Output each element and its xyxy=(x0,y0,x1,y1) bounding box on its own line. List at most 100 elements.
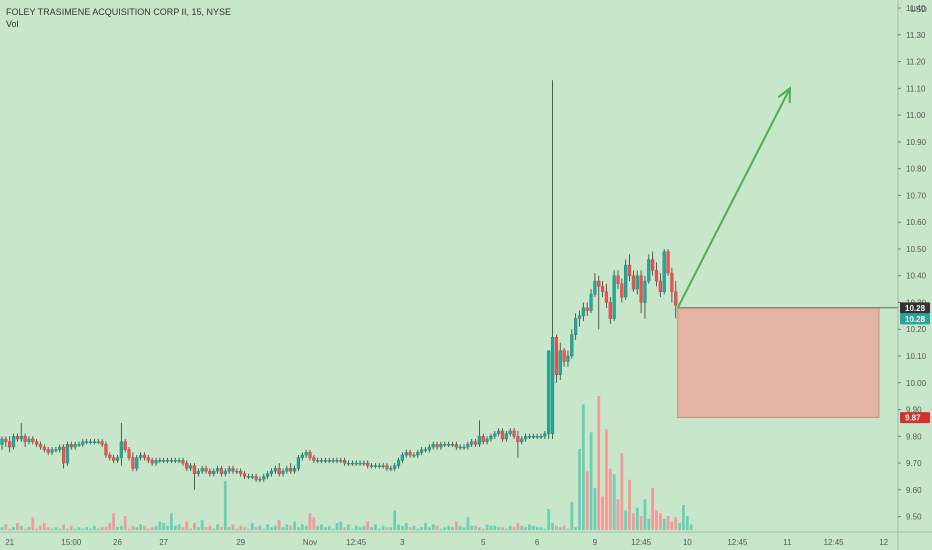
price-tick-label: 10.20 xyxy=(906,325,927,334)
candle-body xyxy=(31,438,35,442)
price-tick-label: 9.70 xyxy=(906,459,922,468)
volume-bar xyxy=(123,516,127,530)
volume-bar xyxy=(439,528,443,530)
volume-bar xyxy=(424,523,427,530)
candle-body xyxy=(250,476,254,478)
candle-body xyxy=(454,444,458,448)
volume-bar xyxy=(108,523,112,530)
volume-bar xyxy=(177,524,181,530)
volume-bar xyxy=(512,527,516,530)
volume-bar xyxy=(655,510,658,530)
candle-body xyxy=(27,438,31,442)
candle-body xyxy=(393,465,397,469)
candle-body xyxy=(481,436,485,442)
candle-body xyxy=(404,452,408,456)
volume-bar xyxy=(558,527,562,530)
candle-body xyxy=(574,318,578,335)
volume-bar xyxy=(204,527,208,530)
candle-body xyxy=(308,452,312,458)
volume-bar xyxy=(539,527,543,530)
candle-body xyxy=(296,457,301,469)
candle-body xyxy=(450,444,455,446)
time-tick-label: 12:45 xyxy=(824,538,845,547)
candle-body xyxy=(8,441,12,448)
volume-bar xyxy=(50,528,54,530)
candle-body xyxy=(447,444,451,446)
candle-body xyxy=(154,460,158,464)
candle-body xyxy=(138,454,143,458)
volume-bar xyxy=(589,432,593,530)
price-tick-label: 11.00 xyxy=(906,111,926,120)
candle-body xyxy=(242,473,247,477)
candle-body xyxy=(100,441,104,445)
candle-body xyxy=(304,452,308,456)
candle-body xyxy=(427,446,431,450)
volume-bar xyxy=(470,525,474,530)
volume-bar xyxy=(370,527,373,530)
candle-body xyxy=(108,454,112,458)
last-price-tag-bg xyxy=(900,302,930,314)
volume-bar xyxy=(481,528,485,530)
candle-body xyxy=(196,470,200,474)
candle-body xyxy=(115,457,120,461)
candle-body xyxy=(635,275,639,290)
volume-bar xyxy=(312,517,316,530)
volume-bar xyxy=(62,524,65,530)
candle-body xyxy=(42,446,46,450)
candle-body xyxy=(346,462,351,465)
volume-bar xyxy=(0,527,4,530)
currency-label: USD xyxy=(910,5,927,14)
volume-bar xyxy=(54,527,58,530)
volume-bar xyxy=(451,527,454,530)
volume-bar xyxy=(239,525,243,530)
time-axis[interactable]: 21 15:00 26 27 29 Nov 12:45 3 5 6 9 12:45 10 12:45 11 1… xyxy=(0,531,932,547)
volume-bar xyxy=(150,527,154,530)
candle-body xyxy=(312,457,316,461)
candle-body xyxy=(381,465,385,467)
candle-body xyxy=(316,460,320,462)
volume-bar xyxy=(420,527,424,530)
volume-bar xyxy=(393,510,397,530)
price-axis[interactable]: 9.509.609.709.809.9010.0010.1010.2010.30… xyxy=(897,0,930,550)
volume-bar xyxy=(212,528,216,530)
volume-bar xyxy=(131,525,135,530)
volume-bar xyxy=(647,518,651,530)
candle-body xyxy=(65,444,70,464)
candle-body xyxy=(266,473,270,477)
candle-body xyxy=(35,441,39,445)
volume-bar xyxy=(42,523,46,530)
drawing-annotations[interactable] xyxy=(676,86,898,418)
time-tick-label: 29 xyxy=(236,538,245,547)
candle-body xyxy=(473,441,478,445)
candle-body xyxy=(58,446,62,450)
volume-bar xyxy=(377,528,381,530)
volume-bar xyxy=(666,516,670,530)
candle-body xyxy=(185,462,189,469)
candle-body xyxy=(608,302,612,319)
candle-body xyxy=(327,460,331,462)
volume-bar xyxy=(170,513,173,530)
volume-bar xyxy=(504,528,508,530)
candle-body xyxy=(558,350,562,375)
candle-body xyxy=(189,465,193,469)
volume-bar xyxy=(624,510,628,530)
time-tick-label: 12:45 xyxy=(631,538,652,547)
time-tick-label: 21 xyxy=(5,538,14,547)
price-tick-label: 9.80 xyxy=(906,432,922,441)
volume-bar xyxy=(162,523,166,530)
candle-body xyxy=(435,444,439,448)
candle-body xyxy=(493,433,497,437)
volume-bar xyxy=(443,527,447,530)
volume-bar xyxy=(674,517,678,530)
volume-bar xyxy=(12,527,15,530)
candle-body xyxy=(520,438,524,442)
time-tick-label: Nov xyxy=(303,538,317,547)
candle-body xyxy=(531,436,535,438)
candle-body xyxy=(92,441,96,443)
time-tick-label: 6 xyxy=(535,538,540,547)
volume-bar xyxy=(258,525,262,530)
volume-bar xyxy=(146,528,150,530)
volume-bar xyxy=(250,523,254,530)
candle-body xyxy=(73,444,77,448)
